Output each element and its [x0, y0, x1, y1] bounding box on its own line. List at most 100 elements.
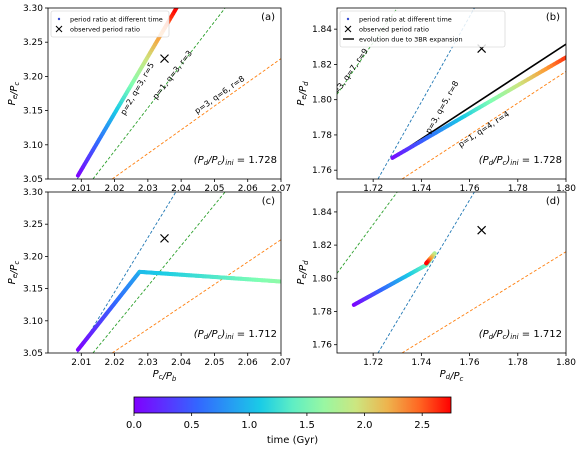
label-subscript: d: [446, 373, 451, 381]
x-tick-label: 2.06: [238, 358, 258, 368]
y-tick-label: 1.78: [312, 131, 332, 141]
label-subscript: d: [302, 260, 310, 265]
chart-panels: p=2, q=3, r=5p=1, q=3, r=3p=3, q=6, r=82…: [7, 4, 576, 383]
annotation-part: (P: [194, 155, 205, 166]
legend-x-marker: [344, 25, 352, 33]
annotation-part: ): [220, 155, 225, 166]
y-tick-label: 3.05: [23, 175, 43, 185]
label-subscript: e: [11, 274, 19, 278]
label-subscript: e: [300, 95, 308, 99]
ini-annotation: (Pd/Pc)ini = 1.712: [194, 329, 277, 341]
y-tick-label: 1.82: [312, 241, 332, 251]
y-tick-label: 3.15: [23, 285, 43, 295]
annotation-sub: ini: [225, 159, 233, 167]
resonance-line: [92, 8, 226, 179]
x-tick-label: 2.03: [138, 184, 158, 194]
annotation-part: /P: [492, 155, 503, 166]
x-tick-label: 2.05: [204, 184, 224, 194]
y-tick-label: 3.25: [23, 38, 43, 48]
y-tick-label: 1.78: [312, 308, 332, 318]
panel-3: 1.72 1.74 1.76 1.78 1.80 1.76 1.78 1.80 1.82 1.84…: [296, 191, 576, 383]
colorbar-tick-label: 0.0: [126, 420, 142, 431]
y-tick-label: 1.76: [312, 166, 332, 176]
label-part: /P: [9, 264, 20, 275]
y-axis-label: Pe/Pd: [296, 81, 310, 106]
annotation-sub: ini: [510, 333, 518, 341]
panel-label: (c): [262, 196, 275, 207]
colorbar-tick-label: 1.0: [241, 420, 257, 431]
resonance-line: [111, 58, 281, 179]
series-point: [172, 8, 179, 13]
label-part: /P: [298, 264, 309, 275]
y-tick-label: 3.20: [23, 252, 43, 262]
y-tick-label: 3.30: [23, 188, 43, 198]
x-axis-label: Pc/Pb: [153, 369, 177, 383]
x-tick-label: 2.07: [271, 358, 291, 368]
y-tick-label: 3.15: [23, 107, 43, 117]
annotation-part: ): [220, 329, 225, 340]
y-tick-label: 3.30: [23, 4, 43, 14]
annotation-sub: c: [218, 159, 222, 167]
y-tick-label: 1.76: [312, 341, 332, 351]
panel-label: (a): [261, 12, 275, 23]
label-subscript: c: [13, 82, 21, 86]
x-tick-label: 1.80: [556, 358, 576, 368]
label-subscript: c: [13, 261, 21, 265]
observed-marker: [477, 225, 487, 235]
ini-annotation: (Pd/Pc)ini = 1.728: [479, 155, 562, 167]
axes-frame: [47, 7, 282, 180]
resonance-line: [111, 239, 281, 353]
colorbar-label: time (Gyr): [267, 435, 318, 446]
x-tick-label: 2.01: [71, 184, 91, 194]
annotation-value: = 1.712: [519, 329, 562, 340]
x-tick-label: 1.76: [460, 358, 480, 368]
y-tick-label: 3.25: [23, 220, 43, 230]
legend-dot-marker: [57, 17, 61, 21]
annotation-value: = 1.728: [519, 155, 562, 166]
panel-label: (b): [546, 12, 560, 23]
legend-entry: evolution due to 3BR expansion: [359, 36, 463, 44]
y-tick-label: 3.20: [23, 72, 43, 82]
annotation-value: = 1.712: [234, 329, 277, 340]
y-tick-label: 1.84: [312, 208, 332, 218]
annotation-sub: c: [218, 333, 222, 341]
ini-annotation: (Pd/Pc)ini = 1.712: [479, 329, 562, 341]
legend-entry: observed period ratio: [359, 26, 429, 34]
legend-entry: observed period ratio: [70, 26, 140, 34]
label-part: P: [296, 278, 307, 285]
x-tick-label: 1.76: [460, 184, 480, 194]
annotation-sub: c: [503, 159, 507, 167]
colorbar-tick-label: 1.5: [299, 420, 315, 431]
resonance-line: [401, 71, 566, 179]
x-tick-label: 2.03: [138, 358, 158, 368]
annotation-sub: ini: [225, 333, 233, 341]
annotation-sub: d: [489, 159, 494, 167]
x-tick-label: 1.74: [411, 184, 431, 194]
panel-1: p=3, q=7, r=9p=3, q=5, r=8p=1, q=4, r=41…: [296, 7, 576, 194]
colorbar-tick-label: 0.5: [184, 420, 200, 431]
label-part: /P: [9, 85, 20, 96]
label-subscript: c: [460, 375, 464, 383]
panel-2: 2.01 2.02 2.03 2.04 2.05 2.06 2.07 3.05 3.10 3.15…: [7, 188, 291, 383]
label-part: P: [7, 98, 18, 105]
annotation-part: (P: [479, 329, 490, 340]
x-tick-label: 2.02: [105, 358, 125, 368]
annotation-part: (P: [479, 155, 490, 166]
plot-area: [75, 192, 281, 353]
colorbar-tick-label: 2.5: [414, 420, 430, 431]
annotation-part: ): [505, 329, 510, 340]
annotation-sub: d: [204, 159, 209, 167]
resonance-line: [337, 192, 398, 274]
label-part: /P: [162, 371, 173, 382]
y-tick-label: 3.05: [23, 349, 43, 359]
y-tick-label: 1.82: [312, 60, 332, 70]
legend-x-marker: [55, 25, 63, 33]
resonance-line: [76, 192, 177, 353]
y-axis-label: Pe/Pd: [296, 260, 310, 285]
colorbar: 0.0 0.5 1.0 1.5 2.0 2.5 time (Gyr): [126, 396, 452, 446]
resonance-line: [377, 192, 475, 353]
ini-annotation: (Pd/Pc)ini = 1.728: [194, 155, 277, 167]
panel-label: (d): [546, 196, 560, 207]
axes-frame: [336, 7, 567, 180]
annotation-sub: ini: [510, 159, 518, 167]
